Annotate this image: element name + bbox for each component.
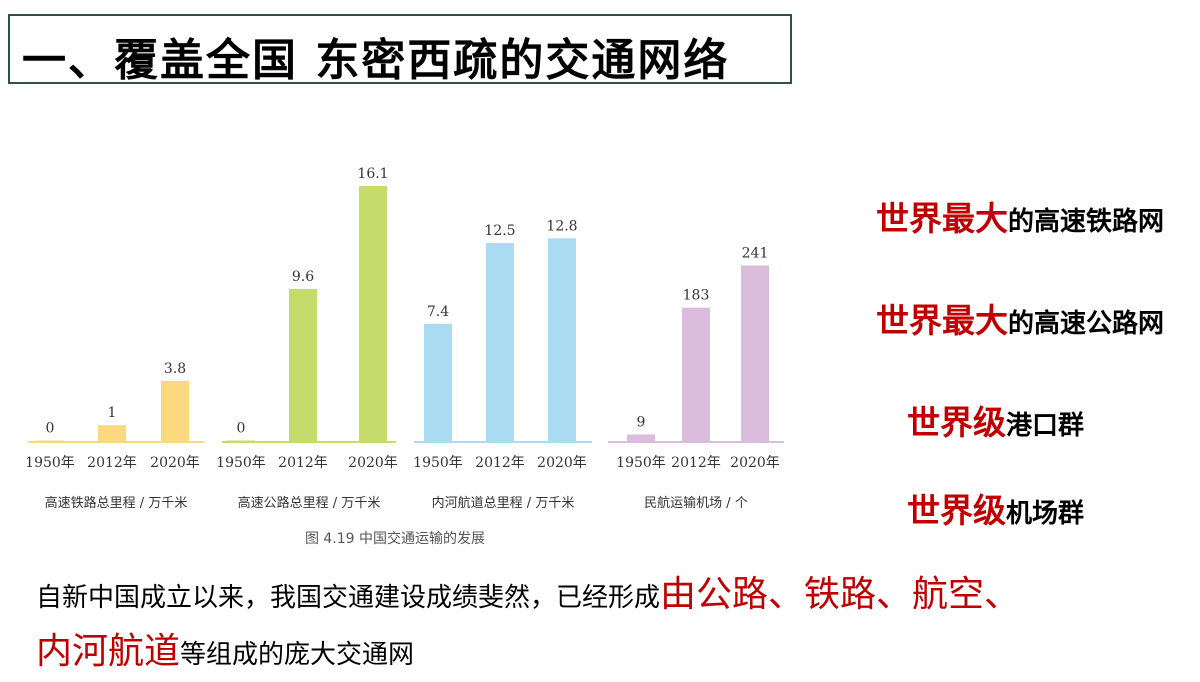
fact-text: 的高速公路网 — [1007, 309, 1164, 339]
fact-highlight: 世界最大 — [875, 301, 1008, 340]
x-tick-label: 1950年 — [413, 455, 463, 471]
bar — [289, 288, 317, 441]
bar — [161, 380, 189, 441]
x-tick-label: 1950年 — [25, 455, 75, 471]
paragraph-part1: 自新中国成立以来，我国交通建设成绩斐然，已经形成 — [36, 583, 661, 613]
fact-text: 港口群 — [1005, 411, 1084, 441]
bar-value-label: 241 — [742, 245, 769, 261]
chart-axis-title: 高速公路总里程 / 万千米 — [238, 495, 381, 511]
bar — [682, 307, 710, 441]
summary-paragraph: 自新中国成立以来，我国交通建设成绩斐然，已经形成由公路、铁路、航空、内河航道等组… — [36, 568, 1176, 682]
bar-value-label: 183 — [683, 288, 710, 304]
bar — [741, 265, 769, 441]
bar-value-label: 0 — [46, 421, 55, 437]
x-tick-label: 2012年 — [671, 455, 721, 471]
fact-highlight: 世界最大 — [875, 199, 1008, 238]
fact-high-speed-rail: 世界最大的高速铁路网 — [876, 192, 1164, 240]
bar-value-label: 12.5 — [484, 223, 515, 239]
bar-value-label: 0 — [237, 421, 246, 437]
bar — [424, 323, 452, 441]
fact-ports: 世界级港口群 — [907, 396, 1084, 444]
x-tick-label: 2020年 — [150, 455, 200, 471]
paragraph-part2: 等组成的庞大交通网 — [180, 640, 415, 670]
bar-value-label: 3.8 — [164, 361, 186, 377]
bar — [627, 434, 655, 441]
bar — [359, 186, 387, 441]
bar — [98, 425, 126, 441]
bar — [36, 440, 64, 441]
bar-value-label: 16.1 — [357, 166, 388, 182]
bar-value-label: 9 — [637, 414, 646, 430]
bar-value-label: 9.6 — [292, 269, 314, 285]
page-title: 一、覆盖全国 东密西疏的交通网络 — [22, 35, 730, 86]
fact-text: 的高速铁路网 — [1007, 207, 1164, 237]
paragraph-highlight2: 内河航道 — [36, 631, 181, 672]
figure-caption: 图 4.19 中国交通运输的发展 — [305, 530, 485, 547]
fact-text: 机场群 — [1005, 499, 1084, 529]
chart-axis-title: 民航运输机场 / 个 — [644, 495, 748, 511]
fact-highlight: 世界级 — [906, 491, 1006, 530]
paragraph-highlight1: 由公路、铁路、航空、 — [660, 574, 1021, 615]
x-tick-label: 2020年 — [348, 455, 398, 471]
chart-axis-title: 内河航道总里程 / 万千米 — [432, 495, 575, 511]
x-tick-label: 1950年 — [616, 455, 666, 471]
bar — [486, 243, 514, 441]
bar-value-label: 12.8 — [546, 218, 577, 234]
x-tick-label: 1950年 — [216, 455, 266, 471]
x-tick-label: 2012年 — [87, 455, 137, 471]
bar-value-label: 7.4 — [427, 304, 449, 320]
x-tick-label: 2012年 — [278, 455, 328, 471]
x-tick-label: 2020年 — [537, 455, 587, 471]
fact-expressway: 世界最大的高速公路网 — [876, 294, 1164, 342]
fact-highlight: 世界级 — [906, 403, 1006, 442]
bar — [548, 238, 576, 441]
bar — [227, 440, 255, 441]
fact-airports: 世界级机场群 — [907, 484, 1084, 532]
title-box: 一、覆盖全国 东密西疏的交通网络 — [8, 14, 792, 86]
bar-value-label: 1 — [108, 405, 117, 421]
chart-axis-title: 高速铁路总里程 / 万千米 — [45, 495, 188, 511]
x-tick-label: 2012年 — [475, 455, 525, 471]
x-tick-label: 2020年 — [730, 455, 780, 471]
